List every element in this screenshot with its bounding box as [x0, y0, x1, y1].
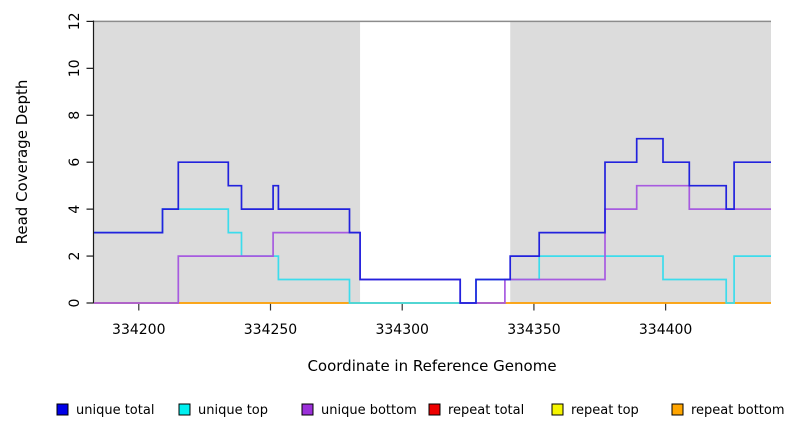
legend-item-label: repeat top: [571, 403, 639, 418]
y-axis-ticks: 0 2 4 6 8 10 12: [67, 12, 94, 307]
x-tick-label: 334250: [244, 322, 297, 338]
x-axis-ticks: 334200 334250 334300 334350 334400: [112, 303, 692, 338]
series-line-unique-bottom: [94, 184, 771, 304]
x-axis-label: Coordinate in Reference Genome: [307, 357, 556, 375]
legend-swatch: [551, 403, 564, 416]
series-line-unique-total: [94, 137, 771, 304]
x-tick-label: 334350: [507, 322, 560, 338]
x-tick-label: 334300: [375, 322, 428, 338]
legend-item: unique bottom: [301, 403, 417, 418]
legend-swatch: [178, 403, 191, 416]
legend-swatch: [56, 403, 69, 416]
legend-item: repeat bottom: [671, 403, 785, 418]
legend-item: repeat top: [551, 403, 639, 418]
y-tick-label: 10: [67, 59, 83, 77]
legend-item-label: unique bottom: [321, 403, 417, 418]
series-step-lines: [94, 137, 771, 304]
masked-region: [510, 21, 771, 304]
y-tick-label: 2: [67, 252, 83, 261]
y-axis-label: Read Coverage Depth: [13, 80, 31, 245]
series-line-unique-top: [94, 208, 771, 304]
x-tick-label: 334400: [639, 322, 692, 338]
legend-item-label: unique total: [76, 403, 154, 418]
legend: unique total unique top unique bottom repea…: [56, 403, 785, 418]
y-tick-label: 12: [67, 12, 83, 30]
legend-item: unique total: [56, 403, 154, 418]
y-tick-label: 8: [67, 111, 83, 120]
shaded-regions: [94, 21, 771, 304]
legend-item-label: unique top: [198, 403, 268, 418]
x-tick-label: 334200: [112, 322, 165, 338]
legend-swatch: [671, 403, 684, 416]
legend-item: repeat total: [428, 403, 524, 418]
legend-item-label: repeat total: [448, 403, 524, 418]
legend-item-label: repeat bottom: [691, 403, 785, 418]
legend-swatch: [301, 403, 314, 416]
y-tick-label: 6: [67, 158, 83, 167]
y-tick-label: 0: [67, 299, 83, 308]
y-tick-label: 4: [67, 205, 83, 214]
legend-swatch: [428, 403, 441, 416]
legend-item: unique top: [178, 403, 268, 418]
